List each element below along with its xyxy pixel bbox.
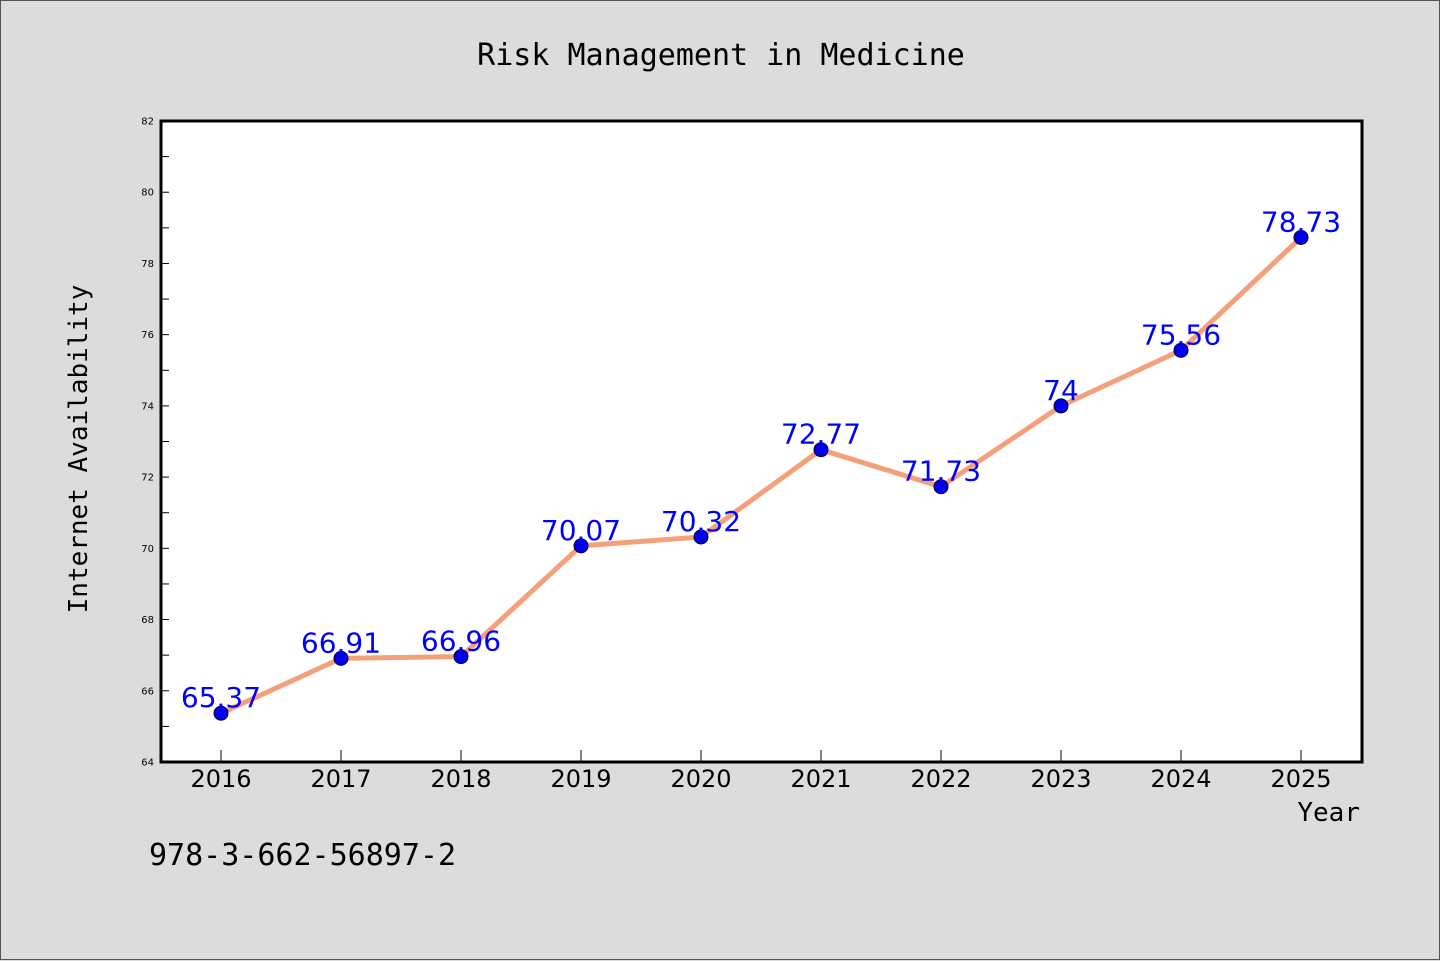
- series-line: [219, 235, 1303, 716]
- data-label: 65.37: [181, 681, 261, 714]
- data-point: [933, 479, 949, 495]
- series-markers: [213, 229, 1309, 721]
- data-label: 72.77: [781, 418, 861, 451]
- data-point: [213, 705, 229, 721]
- y-axis-title: Internet Availability: [64, 285, 94, 614]
- plot-area: [159, 119, 1364, 764]
- x-tick-label: 2017: [310, 765, 371, 793]
- y-tick-label: 66: [141, 686, 154, 697]
- data-point: [453, 649, 469, 665]
- data-label: 70.07: [541, 514, 621, 547]
- data-label: 74: [1043, 374, 1079, 407]
- data-labels: 65.37 66.91 66.96 70.07 70.32 72.77 71.73 74 75.…: [181, 205, 1341, 714]
- y-tick-label: 64: [141, 758, 154, 769]
- y-axis: 64 66 68 70 72 74 76 78 80 82: [141, 117, 169, 769]
- x-tick-label: 2018: [430, 765, 491, 793]
- data-label: 78.73: [1261, 205, 1341, 238]
- data-point: [1293, 229, 1309, 245]
- x-axis-title: Year: [1297, 798, 1360, 828]
- x-tick-label: 2021: [790, 765, 851, 793]
- data-point: [813, 442, 829, 458]
- y-tick-label: 76: [141, 330, 154, 341]
- footer-isbn: 978-3-662-56897-2: [149, 838, 456, 873]
- data-point: [573, 538, 589, 554]
- data-point: [1053, 398, 1069, 414]
- y-tick-label: 68: [141, 615, 154, 626]
- y-tick-label: 78: [141, 259, 154, 270]
- y-tick-label: 80: [141, 188, 154, 199]
- data-label: 66.96: [421, 625, 501, 658]
- data-point: [693, 529, 709, 545]
- x-tick-label: 2020: [670, 765, 731, 793]
- y-tick-label: 74: [141, 401, 154, 412]
- x-tick-label: 2019: [550, 765, 611, 793]
- x-tick-label: 2023: [1030, 765, 1091, 793]
- y-tick-label: 72: [141, 473, 154, 484]
- data-label: 75.56: [1141, 318, 1221, 351]
- x-tick-label: 2016: [190, 765, 251, 793]
- x-tick-label: 2025: [1270, 765, 1331, 793]
- chart-title: Risk Management in Medicine: [477, 38, 965, 73]
- data-point: [333, 650, 349, 666]
- x-tick-label: 2022: [910, 765, 971, 793]
- y-tick-label: 82: [141, 117, 154, 128]
- data-point: [1173, 342, 1189, 358]
- data-label: 66.91: [301, 626, 381, 659]
- x-axis: 2016 2017 2018 2019 2020 2021 2022 2023 2024 2025: [190, 750, 1332, 793]
- data-label: 70.32: [661, 505, 741, 538]
- data-label: 71.73: [901, 455, 981, 488]
- y-tick-label: 70: [141, 544, 154, 555]
- x-tick-label: 2024: [1150, 765, 1211, 793]
